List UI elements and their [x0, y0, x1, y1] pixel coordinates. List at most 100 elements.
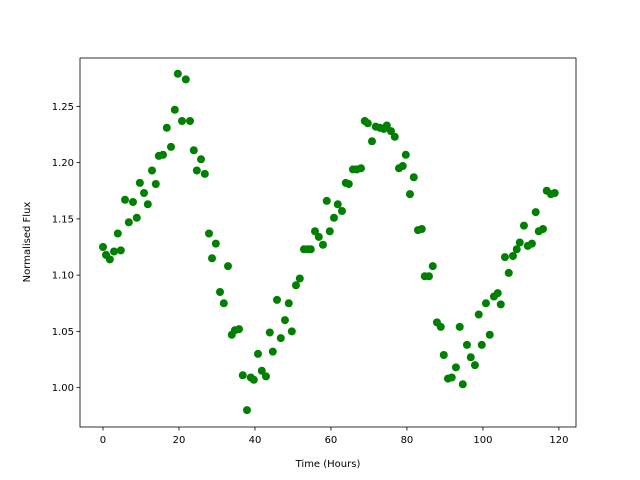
point [181, 75, 190, 84]
point [242, 406, 251, 415]
point [512, 245, 521, 254]
point [477, 340, 486, 349]
point [390, 132, 399, 141]
point [470, 361, 479, 370]
point [295, 274, 304, 283]
point [276, 334, 285, 343]
point [132, 213, 141, 222]
point [398, 162, 407, 170]
point [337, 207, 346, 215]
point [151, 180, 160, 188]
point [462, 340, 471, 349]
point [235, 325, 244, 334]
point [147, 166, 156, 175]
point [474, 310, 483, 319]
point [173, 69, 182, 78]
point [550, 189, 559, 197]
point [504, 268, 513, 277]
point [249, 375, 258, 384]
point [192, 166, 201, 175]
point [135, 178, 144, 187]
point [159, 150, 168, 159]
point [485, 330, 494, 339]
point [515, 238, 524, 247]
point [322, 196, 331, 205]
x-tick-label: 80 [401, 435, 414, 446]
point [124, 218, 133, 227]
point [439, 351, 448, 359]
point [344, 180, 353, 188]
y-tick-label: 1.05 [52, 327, 74, 338]
point [166, 142, 175, 151]
point [223, 262, 232, 271]
point [329, 213, 338, 222]
point [110, 247, 119, 256]
point [527, 239, 536, 248]
point [382, 121, 391, 130]
y-tick-label: 1.20 [52, 158, 74, 169]
point [424, 272, 433, 281]
point [367, 137, 376, 146]
y-axis-label: Normalised Flux [22, 202, 33, 283]
point [287, 327, 296, 336]
point [481, 299, 490, 308]
point [216, 288, 225, 296]
point [325, 227, 334, 236]
point [405, 190, 414, 199]
point [531, 208, 540, 217]
point [333, 200, 342, 209]
point [417, 225, 426, 233]
point [310, 227, 319, 236]
point [493, 289, 502, 298]
point [143, 200, 152, 209]
point [519, 221, 528, 230]
point [98, 243, 107, 251]
point [318, 240, 327, 249]
x-tick-label: 40 [249, 435, 262, 446]
point [356, 164, 365, 173]
point [496, 300, 505, 309]
point [265, 328, 274, 337]
point [436, 322, 445, 331]
point [116, 246, 125, 255]
y-tick-label: 1.00 [52, 383, 74, 394]
point [306, 245, 315, 254]
point [428, 262, 437, 271]
point [200, 169, 209, 178]
point [268, 347, 277, 356]
point [189, 146, 198, 155]
point [508, 252, 517, 260]
point [170, 105, 179, 114]
point [257, 366, 266, 375]
point [538, 225, 547, 233]
x-tick-label: 0 [100, 435, 106, 446]
y-tick-label: 1.25 [52, 102, 74, 113]
point [185, 117, 194, 125]
point [253, 349, 262, 358]
point [409, 173, 418, 182]
point [458, 380, 467, 389]
y-tick-label: 1.15 [52, 214, 74, 225]
point [466, 353, 475, 362]
point [129, 198, 138, 206]
point [211, 239, 220, 248]
point [401, 150, 410, 159]
point [204, 229, 213, 238]
plot-frame [79, 57, 577, 428]
point [178, 117, 187, 125]
point [238, 371, 247, 380]
point [272, 295, 281, 304]
point [447, 373, 456, 382]
x-tick-label: 60 [325, 435, 338, 446]
point [314, 232, 323, 241]
point [363, 119, 372, 128]
point [284, 299, 293, 308]
point [105, 255, 114, 264]
y-tick-label: 1.10 [52, 271, 74, 282]
point [261, 372, 270, 381]
point [386, 127, 395, 136]
point [280, 316, 289, 325]
x-tick-label: 120 [549, 435, 568, 446]
point [162, 123, 171, 132]
